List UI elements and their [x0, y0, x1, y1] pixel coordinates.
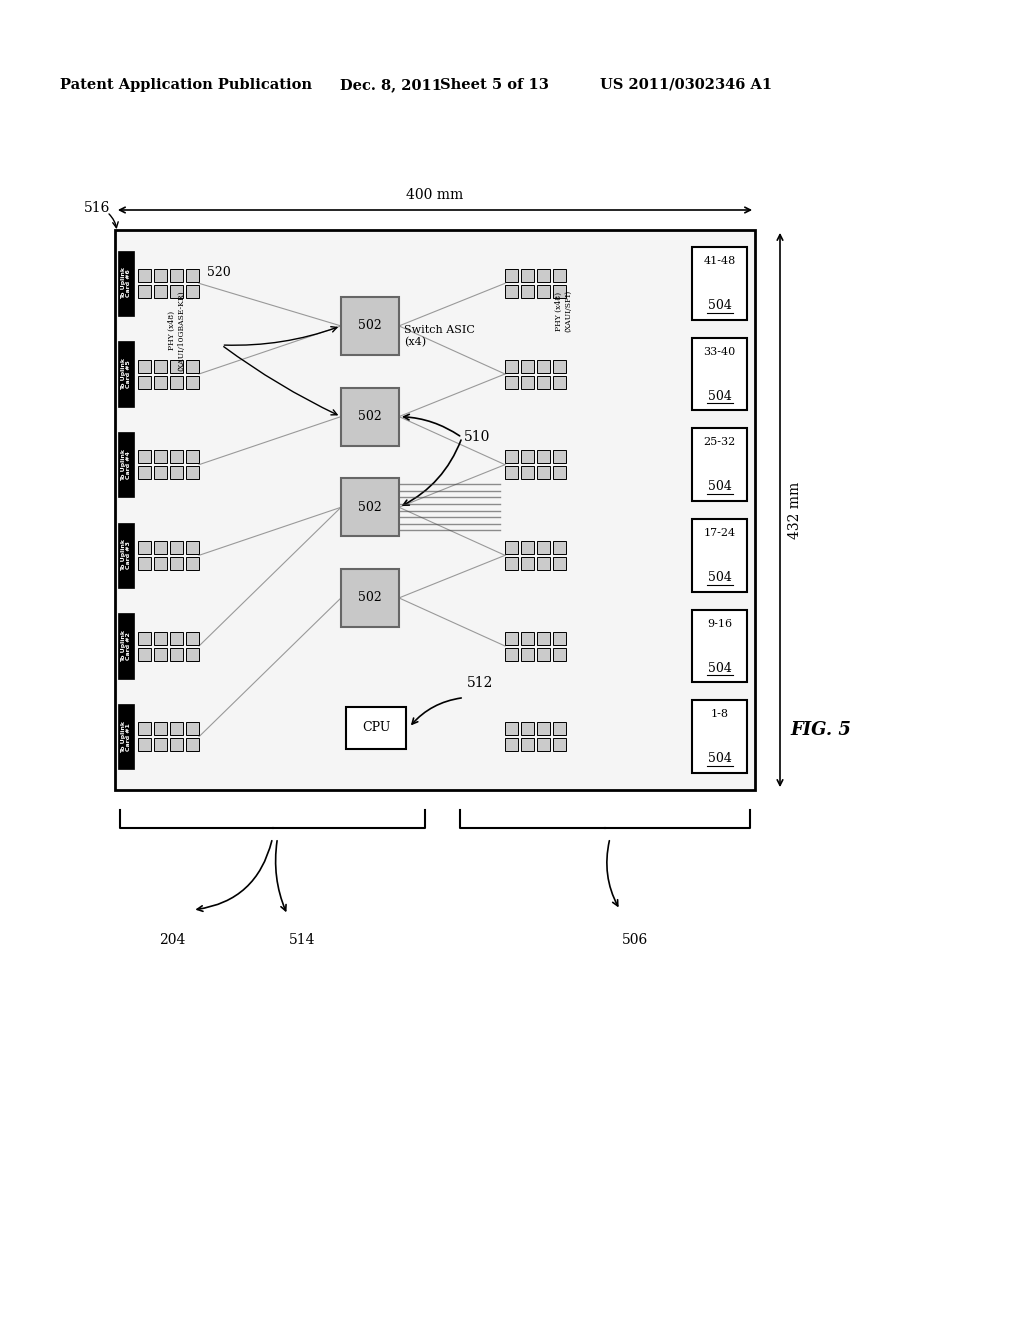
Bar: [553, 466, 566, 479]
Text: 506: 506: [622, 933, 648, 946]
Text: To Uplink
Card #6: To Uplink Card #6: [121, 268, 131, 300]
Bar: [170, 450, 183, 463]
Bar: [521, 648, 534, 660]
Bar: [170, 738, 183, 751]
Bar: [505, 738, 518, 751]
Bar: [505, 722, 518, 735]
Bar: [118, 614, 134, 678]
Bar: [138, 269, 151, 282]
Bar: [505, 631, 518, 644]
Bar: [118, 523, 134, 587]
Bar: [186, 648, 199, 660]
Text: 520: 520: [207, 265, 230, 279]
Bar: [692, 701, 746, 774]
Bar: [186, 631, 199, 644]
Bar: [118, 251, 134, 315]
Bar: [118, 342, 134, 407]
Bar: [186, 269, 199, 282]
Bar: [521, 722, 534, 735]
Bar: [505, 557, 518, 570]
Bar: [138, 450, 151, 463]
Bar: [154, 359, 167, 372]
Bar: [186, 359, 199, 372]
Bar: [692, 247, 746, 319]
Bar: [537, 375, 550, 388]
Bar: [537, 557, 550, 570]
Text: 432 mm: 432 mm: [788, 482, 802, 539]
Bar: [154, 648, 167, 660]
Text: 502: 502: [358, 500, 382, 513]
Text: 504: 504: [708, 572, 731, 583]
Bar: [521, 631, 534, 644]
Bar: [692, 429, 746, 500]
Bar: [537, 269, 550, 282]
Bar: [138, 738, 151, 751]
Text: To Uplink
Card #4: To Uplink Card #4: [121, 449, 131, 480]
Bar: [505, 375, 518, 388]
Bar: [346, 706, 406, 748]
Bar: [553, 722, 566, 735]
Bar: [537, 450, 550, 463]
Bar: [170, 541, 183, 554]
Bar: [553, 738, 566, 751]
Bar: [170, 466, 183, 479]
FancyBboxPatch shape: [341, 569, 399, 627]
Bar: [505, 269, 518, 282]
Text: 204: 204: [160, 933, 185, 946]
Text: 400 mm: 400 mm: [407, 187, 464, 202]
Bar: [170, 722, 183, 735]
Bar: [521, 359, 534, 372]
Bar: [521, 450, 534, 463]
Text: To Uplink
Card #5: To Uplink Card #5: [121, 358, 131, 389]
Bar: [521, 557, 534, 570]
Bar: [505, 285, 518, 298]
Bar: [115, 230, 755, 789]
Bar: [170, 359, 183, 372]
Bar: [186, 375, 199, 388]
Bar: [186, 285, 199, 298]
FancyBboxPatch shape: [341, 478, 399, 536]
Bar: [537, 541, 550, 554]
FancyBboxPatch shape: [341, 388, 399, 446]
Bar: [537, 285, 550, 298]
Text: FIG. 5: FIG. 5: [790, 721, 851, 739]
Bar: [154, 557, 167, 570]
Bar: [521, 269, 534, 282]
Text: 514: 514: [289, 933, 315, 946]
Text: PHY (x48)
(XAUI/10GBASE-KR): PHY (x48) (XAUI/10GBASE-KR): [168, 290, 185, 371]
Text: 504: 504: [708, 480, 731, 494]
Bar: [154, 285, 167, 298]
Bar: [154, 466, 167, 479]
Bar: [537, 359, 550, 372]
Text: To Uplink
Card #1: To Uplink Card #1: [121, 721, 131, 752]
Bar: [553, 450, 566, 463]
FancyBboxPatch shape: [341, 297, 399, 355]
Bar: [505, 648, 518, 660]
Bar: [521, 738, 534, 751]
Bar: [521, 375, 534, 388]
Bar: [537, 466, 550, 479]
Text: To Uplink
Card #3: To Uplink Card #3: [121, 540, 131, 572]
Text: To Uplink
Card #2: To Uplink Card #2: [121, 630, 131, 663]
Text: 25-32: 25-32: [703, 437, 735, 447]
Bar: [692, 610, 746, 682]
Bar: [692, 519, 746, 591]
Bar: [186, 722, 199, 735]
Bar: [537, 648, 550, 660]
Text: 516: 516: [84, 201, 111, 215]
Bar: [138, 631, 151, 644]
Bar: [505, 359, 518, 372]
Bar: [186, 466, 199, 479]
Bar: [154, 541, 167, 554]
Text: 502: 502: [358, 319, 382, 333]
Bar: [553, 541, 566, 554]
Text: 504: 504: [708, 300, 731, 312]
Bar: [138, 375, 151, 388]
Text: 502: 502: [358, 411, 382, 424]
Text: 41-48: 41-48: [703, 256, 735, 267]
Bar: [521, 466, 534, 479]
Text: 1-8: 1-8: [711, 709, 728, 719]
Bar: [170, 285, 183, 298]
Text: 510: 510: [464, 430, 490, 445]
Bar: [186, 541, 199, 554]
